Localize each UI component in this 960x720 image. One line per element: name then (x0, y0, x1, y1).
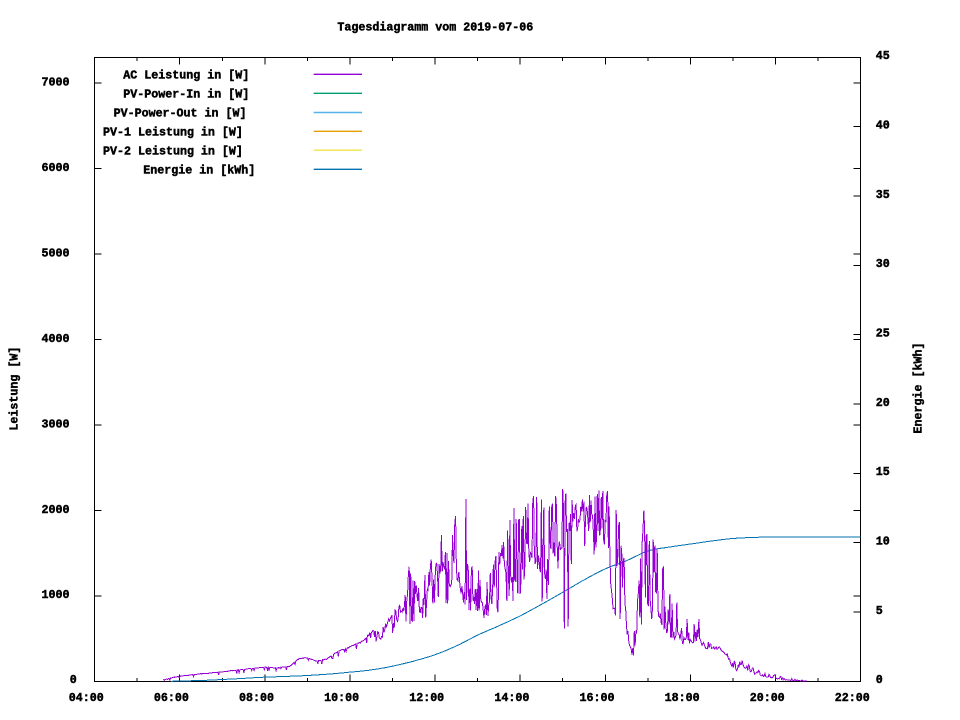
svg-text:1000: 1000 (42, 588, 70, 602)
svg-text:0: 0 (876, 673, 883, 687)
svg-text:4000: 4000 (42, 332, 70, 346)
svg-text:04:00: 04:00 (69, 691, 104, 705)
svg-text:PV-1 Leistung in [W]: PV-1 Leistung in [W] (103, 126, 243, 140)
svg-text:5000: 5000 (42, 246, 70, 260)
svg-text:10: 10 (876, 535, 890, 549)
svg-text:12:00: 12:00 (409, 691, 444, 705)
svg-text:3000: 3000 (42, 417, 70, 431)
svg-text:2000: 2000 (42, 503, 70, 517)
svg-text:6000: 6000 (42, 161, 70, 175)
svg-text:5: 5 (876, 604, 883, 618)
svg-text:PV-Power-In in [W]: PV-Power-In in [W] (123, 88, 249, 102)
svg-text:PV-2 Leistung in [W]: PV-2 Leistung in [W] (103, 144, 243, 158)
svg-text:20: 20 (876, 396, 890, 410)
svg-text:40: 40 (876, 119, 890, 133)
svg-text:30: 30 (876, 257, 890, 271)
svg-text:15: 15 (876, 465, 890, 479)
svg-text:Tagesdiagramm vom 2019-07-06: Tagesdiagramm vom 2019-07-06 (337, 21, 533, 35)
svg-text:0: 0 (70, 673, 77, 687)
svg-text:06:00: 06:00 (154, 691, 189, 705)
svg-text:10:00: 10:00 (324, 691, 359, 705)
svg-text:25: 25 (876, 327, 890, 341)
svg-text:08:00: 08:00 (239, 691, 274, 705)
svg-text:Leistung [W]: Leistung [W] (8, 347, 22, 431)
svg-text:AC Leistung in [W]: AC Leistung in [W] (123, 69, 249, 83)
svg-text:Energie in [kWh]: Energie in [kWh] (143, 164, 255, 178)
svg-text:16:00: 16:00 (580, 691, 615, 705)
svg-text:45: 45 (876, 49, 890, 63)
svg-text:18:00: 18:00 (665, 691, 700, 705)
svg-text:PV-Power-Out in [W]: PV-Power-Out in [W] (114, 107, 247, 121)
svg-text:7000: 7000 (42, 75, 70, 89)
svg-text:20:00: 20:00 (750, 691, 785, 705)
svg-text:22:00: 22:00 (835, 691, 870, 705)
svg-text:Energie [kWh]: Energie [kWh] (912, 343, 926, 434)
svg-text:14:00: 14:00 (494, 691, 529, 705)
svg-text:35: 35 (876, 188, 890, 202)
